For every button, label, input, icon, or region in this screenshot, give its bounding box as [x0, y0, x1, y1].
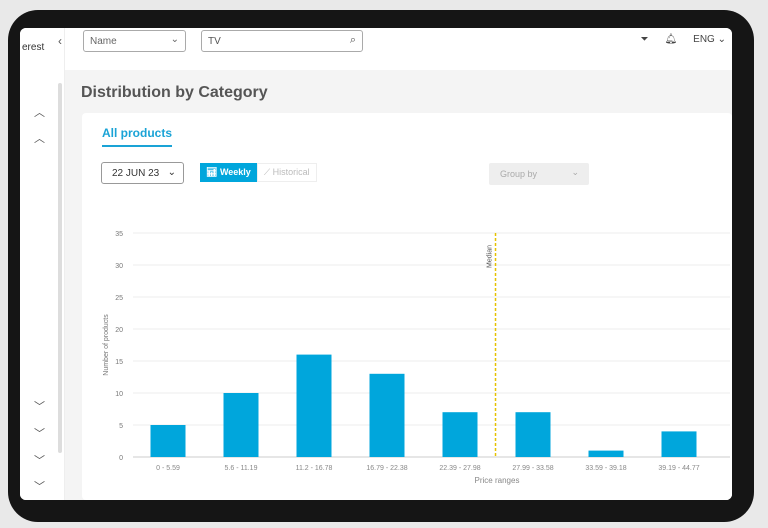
- x-tick-label: 5.6 - 11.19: [225, 465, 258, 472]
- y-tick-label: 30: [115, 263, 123, 270]
- view-toggle: 📊︎ Weekly ⟋ Historical: [200, 163, 317, 182]
- chevron-down-icon[interactable]: ﹀: [34, 401, 45, 413]
- name-select[interactable]: Name ⌄: [83, 30, 186, 52]
- weekly-label: Weekly: [219, 167, 251, 177]
- bar: [369, 373, 405, 457]
- filter-icon[interactable]: ⏷: [640, 34, 649, 45]
- group-by-select[interactable]: Group by ⌄: [489, 163, 589, 185]
- median-label: Median: [487, 245, 494, 268]
- line-icon: ⟋: [263, 167, 271, 177]
- topbar: Name ⌄ TV ⌕ ⏷ 🔔︎ ENG ⌄: [65, 28, 732, 70]
- bar: [223, 393, 259, 457]
- search-value: TV: [208, 36, 221, 47]
- y-tick-label: 5: [119, 423, 123, 430]
- chart-icon: 📊︎: [206, 167, 218, 177]
- search-icon[interactable]: ⌕: [349, 34, 356, 46]
- x-tick-label: 27.99 - 33.58: [512, 465, 553, 472]
- y-axis-label: Number of products: [103, 314, 110, 376]
- bar: [150, 425, 186, 457]
- x-tick-label: 22.39 - 27.98: [439, 465, 480, 472]
- bar: [588, 450, 624, 457]
- chevron-down-icon[interactable]: ﹀: [34, 481, 45, 493]
- y-tick-label: 35: [115, 231, 123, 238]
- collapse-sidebar-icon[interactable]: ‹: [58, 34, 62, 48]
- x-axis-label: Price ranges: [475, 476, 520, 485]
- chevron-down-icon[interactable]: ﹀: [34, 428, 45, 440]
- weekly-button[interactable]: 📊︎ Weekly: [200, 163, 257, 182]
- y-tick-label: 25: [115, 295, 123, 302]
- x-tick-label: 11.2 - 16.78: [296, 465, 333, 472]
- bar: [515, 412, 551, 457]
- date-select[interactable]: 22 JUN 23 ⌄: [101, 162, 184, 184]
- chart-card: All products 22 JUN 23 ⌄ 📊︎ Weekly ⟋ Hist…: [82, 113, 732, 500]
- date-value: 22 JUN 23: [112, 168, 160, 179]
- sidebar-title: erest: [22, 42, 45, 53]
- sidebar-scrollbar[interactable]: [58, 83, 62, 453]
- tab-all-products[interactable]: All products: [102, 126, 173, 147]
- search-input[interactable]: TV ⌕: [201, 30, 363, 52]
- x-tick-label: 16.79 - 22.38: [366, 465, 407, 472]
- y-tick-label: 20: [115, 327, 123, 334]
- bar: [661, 431, 697, 457]
- chevron-down-icon[interactable]: ﹀: [34, 455, 45, 467]
- chevron-down-icon: ⌄: [167, 167, 176, 178]
- page-title: Distribution by Category: [81, 84, 268, 101]
- group-by-label: Group by: [500, 169, 538, 179]
- historical-button[interactable]: ⟋ Historical: [256, 163, 317, 182]
- name-select-value: Name: [90, 36, 117, 47]
- chevron-down-icon: ⌄: [571, 167, 579, 177]
- chevron-down-icon: ⌄: [170, 34, 179, 45]
- y-tick-label: 15: [115, 359, 123, 366]
- bar: [442, 412, 478, 457]
- bell-icon[interactable]: 🔔︎: [664, 34, 678, 45]
- x-tick-label: 39.19 - 44.77: [658, 465, 699, 472]
- y-tick-label: 10: [115, 391, 123, 398]
- sidebar: erest ‹ ︿ ︿ ﹀ ﹀ ﹀ ﹀: [20, 28, 65, 500]
- historical-label: Historical: [272, 167, 310, 177]
- chevron-up-icon[interactable]: ︿: [34, 107, 45, 119]
- x-tick-label: 0 - 5.59: [156, 465, 180, 472]
- language-value: ENG: [693, 34, 715, 45]
- chevron-up-icon[interactable]: ︿: [34, 133, 45, 145]
- y-tick-label: 0: [119, 455, 123, 462]
- language-select[interactable]: ENG ⌄: [693, 34, 726, 45]
- x-tick-label: 33.59 - 39.18: [585, 465, 626, 472]
- bar: [296, 354, 332, 457]
